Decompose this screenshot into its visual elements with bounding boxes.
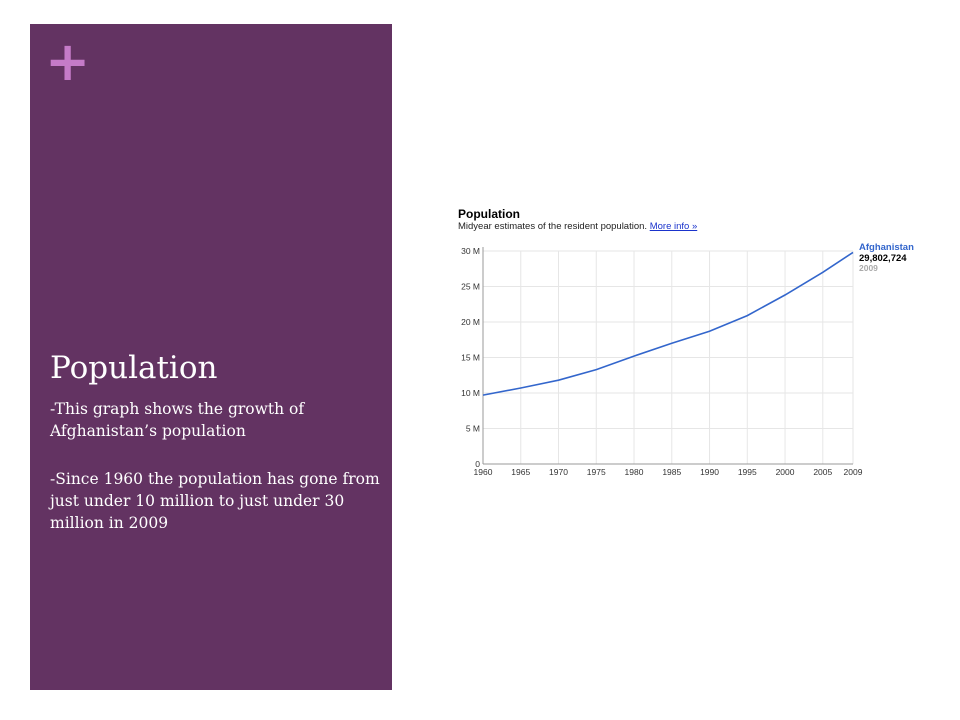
legend-series-name: Afghanistan — [859, 242, 914, 253]
chart-subtitle: Midyear estimates of the resident popula… — [458, 221, 697, 233]
chart-title: Population — [458, 207, 520, 221]
y-tick-label: 10 M — [461, 388, 480, 398]
more-info-link[interactable]: More info » — [649, 221, 698, 232]
y-tick-label: 0 — [475, 459, 480, 469]
legend-value: 29,802,724 — [859, 253, 907, 264]
x-tick-label: 1970 — [549, 467, 568, 477]
chart-plot: 0 5 M 10 M 15 M 20 M 25 M 30 M 1960 1965 1970 1975… — [461, 242, 914, 477]
gridlines — [482, 250, 854, 465]
plus-icon: + — [45, 30, 91, 93]
series-line-afghanistan — [482, 251, 854, 396]
x-tick-label: 2009 — [844, 467, 863, 477]
bullet-list: -This graph shows the growth of Afghanis… — [50, 398, 380, 560]
x-tick-label: 1990 — [700, 467, 719, 477]
x-tick-label: 2005 — [813, 467, 832, 477]
legend-year: 2009 — [859, 263, 878, 273]
x-tick-label: 1975 — [587, 467, 606, 477]
x-tick-label: 2000 — [776, 467, 795, 477]
y-tick-label: 15 M — [461, 353, 480, 363]
bullet-item: -Since 1960 the population has gone from… — [50, 470, 380, 532]
bullet-item: -This graph shows the growth of Afghanis… — [50, 400, 305, 440]
x-tick-label: 1965 — [511, 467, 530, 477]
title-panel — [30, 24, 392, 690]
y-tick-label: 5 M — [466, 424, 480, 434]
x-tick-label: 1960 — [474, 467, 493, 477]
chart-subtitle-text: Midyear estimates of the resident popula… — [458, 221, 648, 232]
y-tick-label: 30 M — [461, 246, 480, 256]
slide-title: Population — [50, 350, 218, 386]
y-tick-label: 25 M — [461, 282, 480, 292]
x-tick-label: 1985 — [662, 467, 681, 477]
x-tick-label: 1980 — [625, 467, 644, 477]
y-tick-label: 20 M — [461, 317, 480, 327]
x-tick-label: 1995 — [738, 467, 757, 477]
population-chart: Population Midyear estimates of the resi… — [440, 200, 940, 490]
